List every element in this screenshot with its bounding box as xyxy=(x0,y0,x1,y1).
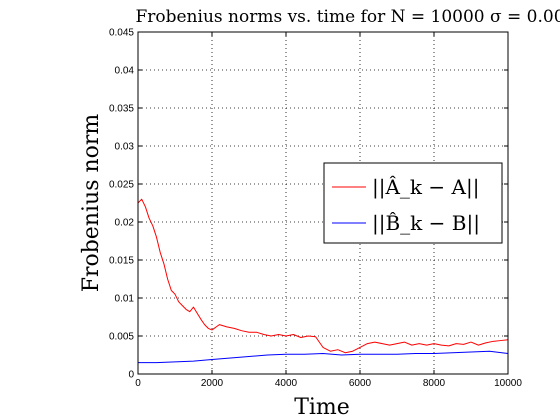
y-tick-label: 0 xyxy=(128,370,134,381)
y-tick-label: 0.01 xyxy=(115,294,135,305)
x-tick-label: 2000 xyxy=(201,378,224,389)
y-tick-label: 0.02 xyxy=(115,218,135,229)
legend: ||Â_k − A|| ||B̂_k − B|| xyxy=(323,162,503,244)
x-tick-label: 6000 xyxy=(349,378,372,389)
x-axis-label: Time xyxy=(294,395,350,420)
y-tick-label: 0.025 xyxy=(109,180,134,191)
series-line-2 xyxy=(138,350,509,364)
legend-label-2: ||B̂_k − B|| xyxy=(372,211,480,236)
legend-label-1: ||Â_k − A|| xyxy=(372,175,479,200)
series-line-1 xyxy=(137,198,509,354)
plot-frame xyxy=(137,31,509,375)
legend-box xyxy=(323,162,503,244)
y-tick-label: 0.03 xyxy=(115,142,135,153)
y-tick-label: 0.045 xyxy=(109,28,134,39)
x-tick-label: 10000 xyxy=(494,378,522,389)
y-tick-label: 0.005 xyxy=(109,332,134,343)
y-axis-label: Frobenius norm xyxy=(79,114,104,293)
series-lines xyxy=(137,198,509,364)
axis-ticks: 0 2000 4000 6000 8000 10000 0 0.005 0.01 0.015 0.0… xyxy=(109,28,522,390)
y-tick-label: 0.04 xyxy=(115,66,135,77)
x-tick-label: 0 xyxy=(135,378,141,389)
y-tick-label: 0.015 xyxy=(109,256,134,267)
chart-title: Frobenius norms vs. time for N = 10000 σ… xyxy=(135,7,560,27)
x-tick-label: 4000 xyxy=(275,378,298,389)
x-tick-label: 8000 xyxy=(423,378,446,389)
y-tick-label: 0.035 xyxy=(109,104,134,115)
